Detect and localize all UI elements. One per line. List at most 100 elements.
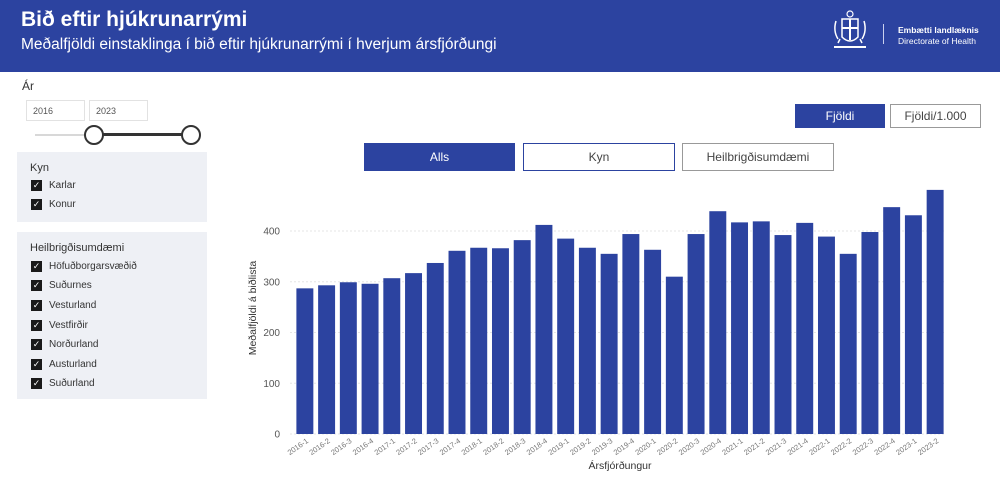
checkbox-konur[interactable]: ✓ Konur	[31, 196, 76, 212]
year-to-input[interactable]: 2023	[89, 100, 148, 121]
count-toggle-button[interactable]: Fjöldi	[795, 104, 885, 128]
x-tick-label: 2022-3	[851, 436, 875, 457]
checkmark-icon: ✓	[31, 179, 42, 191]
bar-2021-2[interactable]	[752, 221, 770, 434]
checkmark-icon: ✓	[31, 299, 42, 311]
checkbox-label: Höfuðborgarsvæðið	[49, 260, 137, 272]
checkbox-sudurland[interactable]: ✓ Suðurland	[31, 375, 95, 391]
checkmark-icon: ✓	[31, 279, 42, 291]
x-tick-label: 2017-1	[373, 436, 397, 457]
bar-2017-2[interactable]	[405, 273, 423, 434]
checkbox-label: Norðurland	[49, 338, 99, 350]
checkmark-icon: ✓	[31, 319, 42, 331]
x-tick-label: 2020-4	[699, 436, 723, 457]
x-tick-label: 2016-4	[351, 436, 375, 457]
x-tick-label: 2019-1	[547, 436, 571, 457]
bar-2018-2[interactable]	[491, 248, 509, 434]
x-tick-label: 2020-1	[633, 436, 657, 457]
x-tick-label: 2016-1	[286, 436, 310, 457]
logo-name: Embætti landlæknis	[898, 25, 979, 35]
bar-2020-2[interactable]	[665, 276, 683, 434]
bar-2022-4[interactable]	[883, 207, 901, 434]
per-1000-toggle-button[interactable]: Fjöldi/1.000	[890, 104, 981, 128]
bar-2019-2[interactable]	[578, 247, 596, 434]
x-tick-label: 2021-2	[742, 436, 766, 457]
checkbox-vestfirdir[interactable]: ✓ Vestfirðir	[31, 317, 88, 333]
bar-2016-4[interactable]	[361, 283, 379, 434]
bar-2019-3[interactable]	[600, 253, 618, 434]
x-tick-label: 2017-2	[394, 436, 418, 457]
bar-2017-1[interactable]	[383, 278, 401, 434]
checkbox-label: Vesturland	[49, 299, 97, 311]
bar-2022-3[interactable]	[861, 232, 879, 434]
x-tick-label: 2018-4	[525, 436, 549, 457]
tab-kyn[interactable]: Kyn	[523, 143, 675, 171]
checkmark-icon: ✓	[31, 358, 42, 370]
y-axis-label: Meðalfjöldi á biðlista	[247, 261, 259, 356]
checkmark-icon: ✓	[31, 338, 42, 350]
checkbox-vesturland[interactable]: ✓ Vesturland	[31, 297, 96, 313]
checkmark-icon: ✓	[31, 198, 42, 210]
bar-2020-3[interactable]	[687, 234, 705, 434]
x-tick-label: 2022-2	[829, 436, 853, 457]
page-title: Bið eftir hjúkrunarrými	[21, 8, 248, 31]
sex-filter-panel: Kyn ✓ Karlar ✓ Konur	[17, 152, 207, 222]
checkmark-icon: ✓	[31, 377, 42, 389]
checkbox-sudurnes[interactable]: ✓ Suðurnes	[31, 277, 92, 293]
bar-2019-1[interactable]	[557, 238, 575, 434]
x-tick-label: 2023-2	[916, 436, 940, 457]
bar-2018-1[interactable]	[470, 247, 488, 434]
x-tick-label: 2021-1	[720, 436, 744, 457]
checkbox-label: Suðurnes	[49, 279, 92, 291]
x-tick-label: 2022-4	[873, 436, 897, 457]
page-subtitle: Meðalfjöldi einstaklinga í bið eftir hjú…	[21, 36, 497, 53]
bar-2020-1[interactable]	[644, 249, 662, 434]
bar-2019-4[interactable]	[622, 234, 640, 434]
y-tick-label: 0	[274, 430, 280, 441]
x-tick-label: 2022-1	[807, 436, 831, 457]
bar-2017-3[interactable]	[426, 262, 444, 434]
x-tick-label: 2017-4	[438, 436, 462, 457]
bar-2023-2[interactable]	[926, 189, 944, 434]
bar-2016-3[interactable]	[339, 282, 357, 434]
tab-heilbrigdisumdaemi[interactable]: Heilbrigðisumdæmi	[682, 143, 834, 171]
checkbox-karlar[interactable]: ✓ Karlar	[31, 177, 76, 193]
bar-2016-2[interactable]	[318, 285, 336, 434]
x-tick-label: 2018-3	[503, 436, 527, 457]
x-tick-label: 2016-2	[307, 436, 331, 457]
logo-divider	[883, 24, 884, 44]
year-slider-range	[94, 133, 191, 136]
bar-2021-3[interactable]	[774, 235, 792, 434]
x-tick-label: 2021-3	[764, 436, 788, 457]
bar-2022-1[interactable]	[817, 236, 835, 434]
coat-of-arms-icon	[834, 10, 866, 48]
checkmark-icon: ✓	[31, 260, 42, 272]
tab-alls[interactable]: Alls	[364, 143, 515, 171]
bar-2022-2[interactable]	[839, 253, 857, 434]
year-slider-start-handle[interactable]	[84, 125, 104, 145]
bar-2018-3[interactable]	[513, 240, 531, 434]
checkbox-label: Konur	[49, 198, 76, 210]
bar-2021-1[interactable]	[731, 222, 749, 434]
x-tick-label: 2016-3	[329, 436, 353, 457]
bar-2016-1[interactable]	[296, 288, 314, 434]
year-slider-end-handle[interactable]	[181, 125, 201, 145]
region-filter-title: Heilbrigðisumdæmi	[30, 242, 125, 254]
x-tick-label: 2019-4	[612, 436, 636, 457]
y-tick-label: 300	[263, 277, 280, 288]
checkbox-austurland[interactable]: ✓ Austurland	[31, 356, 97, 372]
bar-2018-4[interactable]	[535, 224, 553, 434]
checkbox-nordurland[interactable]: ✓ Norðurland	[31, 336, 98, 352]
checkbox-hofudborgarsvaedid[interactable]: ✓ Höfuðborgarsvæðið	[31, 258, 137, 274]
x-tick-label: 2018-2	[481, 436, 505, 457]
logo-name-en: Directorate of Health	[898, 36, 976, 46]
x-tick-label: 2021-4	[786, 436, 810, 457]
bar-2023-1[interactable]	[904, 215, 922, 434]
bar-2020-4[interactable]	[709, 211, 727, 434]
year-from-input[interactable]: 2016	[26, 100, 85, 121]
region-filter-panel: Heilbrigðisumdæmi ✓ Höfuðborgarsvæðið ✓ Su…	[17, 232, 207, 399]
bar-2017-4[interactable]	[448, 250, 466, 434]
y-tick-label: 200	[263, 328, 280, 339]
bar-2021-4[interactable]	[796, 222, 814, 434]
